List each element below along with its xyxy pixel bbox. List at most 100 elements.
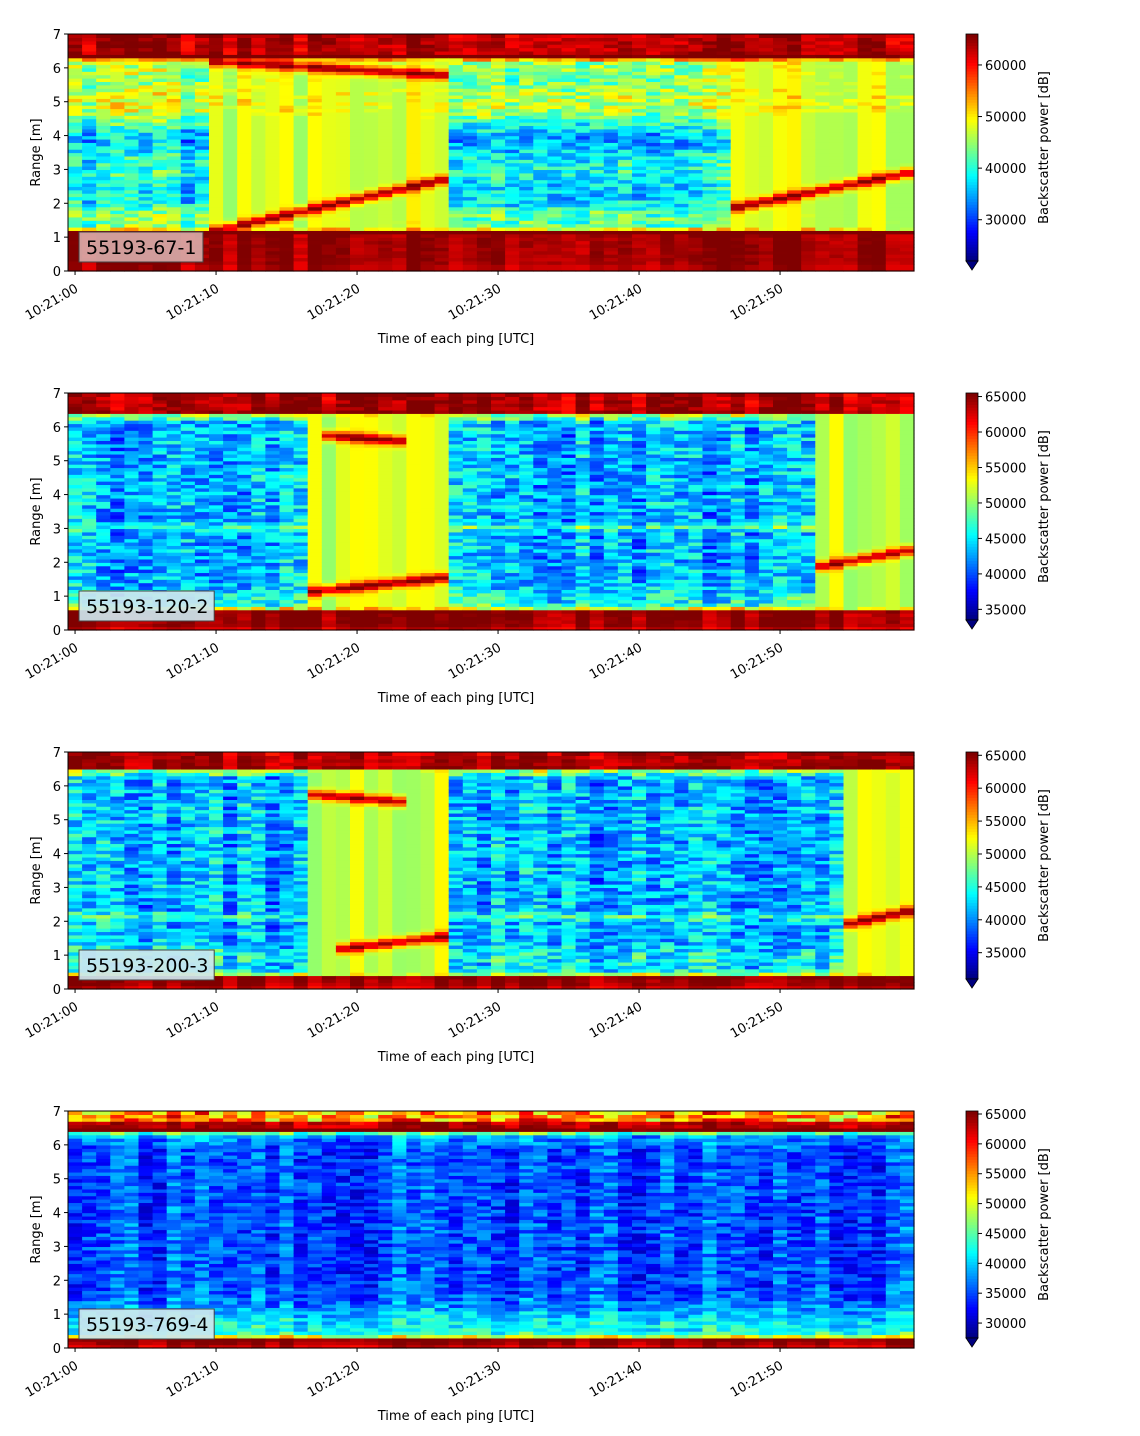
heatmap-cell — [265, 172, 281, 177]
heatmap-cell — [307, 196, 323, 201]
heatmap-cell — [758, 88, 774, 93]
heatmap-cell — [730, 199, 746, 204]
heatmap-cell — [364, 169, 379, 174]
heatmap-cell — [237, 182, 252, 187]
heatmap-cell — [603, 145, 619, 150]
heatmap-cell — [787, 108, 802, 113]
heatmap-cell — [787, 179, 802, 184]
heatmap-cell — [476, 101, 492, 106]
heatmap-cell — [124, 189, 140, 194]
heatmap-cell — [773, 98, 788, 103]
heatmap-cell — [547, 132, 563, 137]
heatmap-cell — [702, 84, 718, 89]
heatmap-cell — [166, 393, 182, 397]
heatmap-cell — [758, 81, 774, 86]
heatmap-cell — [730, 44, 746, 49]
heatmap-cell — [124, 413, 140, 418]
heatmap-cell — [110, 149, 125, 154]
heatmap-cell — [632, 125, 647, 130]
heatmap-cell — [730, 260, 746, 265]
heatmap-cell — [744, 67, 760, 72]
heatmap-cell — [660, 128, 675, 133]
heatmap-cell — [293, 118, 309, 123]
heatmap-cell — [829, 37, 845, 42]
heatmap-cell — [209, 230, 224, 235]
heatmap-cell — [406, 88, 422, 93]
heatmap-cell — [744, 206, 760, 211]
heatmap-cell — [787, 132, 802, 137]
heatmap-cell — [180, 94, 196, 99]
heatmap-cell — [547, 169, 563, 174]
heatmap-cell — [152, 260, 168, 265]
heatmap-cell — [674, 193, 689, 198]
heatmap-cell — [279, 166, 295, 171]
heatmap-cell — [758, 111, 774, 116]
heatmap-cell — [82, 44, 97, 49]
heatmap-cell — [815, 122, 830, 127]
heatmap-cell — [110, 511, 125, 516]
heatmap-cell — [392, 176, 407, 181]
heatmap-cell — [885, 159, 901, 164]
heatmap-cell — [857, 250, 873, 255]
x-tick-label: 10:21:30 — [446, 281, 504, 323]
heatmap-cell — [829, 91, 845, 96]
heatmap-cell — [124, 98, 140, 103]
heatmap-cell — [603, 206, 619, 211]
heatmap-cell — [378, 40, 393, 45]
heatmap-cell — [166, 34, 182, 38]
heatmap-cell — [180, 118, 196, 123]
heatmap-cell — [688, 115, 704, 120]
heatmap-cell — [646, 254, 661, 259]
heatmap-cell — [364, 84, 379, 89]
heatmap-cell — [617, 226, 633, 231]
heatmap-cell — [194, 169, 210, 174]
heatmap-cell — [801, 50, 816, 55]
heatmap-cell — [815, 237, 830, 242]
heatmap-cell — [124, 122, 140, 127]
heatmap-cell — [434, 179, 450, 184]
heatmap-cell — [293, 233, 309, 238]
heatmap-cell — [505, 105, 520, 110]
heatmap-cell — [575, 138, 591, 143]
heatmap-cell — [575, 267, 591, 272]
heatmap-cell — [82, 169, 97, 174]
heatmap-cell — [505, 237, 520, 242]
heatmap-cell — [617, 135, 633, 140]
heatmap-cell — [138, 403, 154, 408]
heatmap-cell — [603, 267, 619, 272]
heatmap-cell — [815, 94, 830, 99]
heatmap-cell — [674, 50, 689, 55]
heatmap-cell — [702, 54, 718, 59]
heatmap-cell — [632, 226, 647, 231]
heatmap-cell — [758, 132, 774, 137]
heatmap-cell — [674, 118, 689, 123]
heatmap-cell — [505, 34, 520, 38]
heatmap-cell — [223, 152, 238, 157]
heatmap-cell — [307, 61, 323, 66]
heatmap-cell — [801, 254, 816, 259]
heatmap-cell — [448, 233, 464, 238]
heatmap-cell — [110, 44, 125, 49]
heatmap-cell — [462, 145, 478, 150]
heatmap-cell — [237, 71, 252, 76]
heatmap-cell — [505, 108, 520, 113]
heatmap-cell — [406, 118, 422, 123]
heatmap-cell — [110, 447, 125, 452]
heatmap-cell — [68, 501, 83, 506]
heatmap-cell — [589, 145, 605, 150]
heatmap-cell — [420, 226, 436, 231]
heatmap-cell — [885, 50, 901, 55]
heatmap-cell — [589, 250, 605, 255]
heatmap-cell — [364, 78, 379, 82]
heatmap-cell — [279, 115, 295, 120]
heatmap-cell — [321, 47, 337, 52]
heatmap-cell — [829, 230, 845, 235]
heatmap-cell — [406, 94, 422, 99]
heatmap-cell — [251, 78, 266, 82]
heatmap-cell — [815, 210, 830, 215]
heatmap-cell — [519, 67, 534, 72]
heatmap-cell — [801, 57, 816, 62]
heatmap-cell — [533, 98, 548, 103]
heatmap-cell — [744, 115, 760, 120]
heatmap-cell — [194, 182, 210, 187]
